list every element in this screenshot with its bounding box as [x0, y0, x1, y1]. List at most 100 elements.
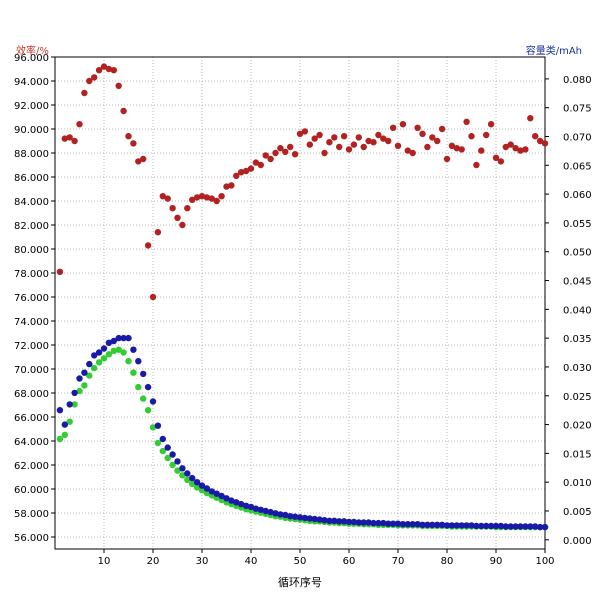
right-tick-label: 0.080 [563, 75, 592, 86]
data-point [189, 196, 196, 203]
data-point [487, 522, 495, 530]
data-point [340, 133, 348, 140]
data-point [385, 137, 392, 145]
data-point [56, 407, 64, 414]
data-point [169, 451, 176, 458]
data-point [189, 480, 196, 488]
data-point [536, 523, 544, 531]
data-point [502, 523, 509, 530]
data-point [507, 141, 514, 148]
data-point [125, 133, 132, 140]
data-point [536, 137, 544, 145]
data-point [174, 214, 181, 221]
right-axis-ticks: 0.000 0.005 0.010 0.015 0.020 0.025 0.030 0.035… [545, 75, 592, 547]
data-point [135, 383, 142, 391]
data-point [267, 155, 274, 163]
data-point [115, 82, 122, 90]
data-point [331, 517, 338, 524]
x-tick-label: 70 [392, 556, 405, 567]
data-point [512, 523, 519, 530]
data-point [311, 135, 318, 142]
data-point [91, 74, 98, 81]
data-point [105, 351, 113, 358]
data-point [252, 159, 260, 166]
left-tick-label: 62.000 [14, 461, 49, 472]
right-tick-label: 0.035 [563, 334, 592, 345]
data-point [247, 503, 255, 511]
data-point [355, 519, 362, 526]
data-point [448, 522, 456, 529]
data-point [130, 346, 137, 353]
data-point [336, 143, 343, 151]
data-point [409, 521, 416, 528]
x-tick-label: 20 [147, 556, 160, 567]
data-point [257, 506, 264, 513]
data-point [375, 519, 382, 527]
data-point [203, 194, 211, 201]
data-point [86, 372, 93, 379]
data-point [76, 121, 83, 128]
data-point [468, 133, 475, 140]
left-tick-label: 56.000 [14, 533, 49, 544]
data-point [81, 89, 88, 97]
x-tick-label: 100 [535, 556, 554, 567]
left-tick-label: 60.000 [14, 485, 49, 496]
data-point [140, 155, 147, 163]
data-point [66, 134, 73, 141]
data-point [203, 485, 211, 492]
x-tick-label: 40 [245, 556, 258, 567]
data-point [541, 140, 549, 147]
right-tick-label: 0.070 [563, 133, 592, 144]
data-point [350, 518, 358, 526]
data-point [507, 523, 514, 530]
data-point [61, 431, 68, 439]
data-point [130, 140, 137, 147]
data-point [228, 497, 235, 504]
data-point [169, 205, 176, 212]
data-point [424, 143, 431, 151]
data-point [326, 139, 333, 146]
data-point [345, 146, 353, 153]
data-point [365, 519, 372, 526]
data-point [468, 522, 475, 529]
data-point [409, 149, 416, 157]
data-point [100, 63, 108, 70]
right-tick-label: 0.040 [563, 305, 592, 316]
right-tick-label: 0.055 [563, 219, 592, 230]
data-point [174, 458, 181, 465]
data-point [110, 347, 118, 354]
data-point [448, 142, 456, 149]
data-point [424, 521, 431, 528]
data-point [517, 147, 524, 154]
data-point [370, 139, 377, 146]
data-point [316, 131, 323, 139]
left-tick-label: 88.000 [14, 149, 49, 160]
data-point [149, 293, 157, 301]
data-point [213, 197, 220, 205]
data-point [71, 401, 78, 408]
data-point [56, 268, 64, 275]
data-point [316, 516, 323, 523]
data-point [360, 143, 367, 151]
data-point [115, 346, 122, 353]
data-point [517, 523, 524, 530]
data-point [144, 242, 152, 249]
data-point [66, 401, 73, 408]
data-point [71, 389, 78, 397]
data-point [404, 147, 411, 154]
data-point [169, 461, 176, 469]
left-tick-label: 86.000 [14, 173, 49, 184]
right-tick-label: 0.005 [563, 507, 592, 518]
data-point [345, 518, 353, 526]
data-point [95, 349, 103, 356]
data-point [497, 158, 505, 165]
left-tick-label: 96.000 [14, 53, 49, 64]
data-point [267, 508, 274, 516]
data-point [429, 134, 436, 141]
data-point [306, 515, 313, 522]
data-point [179, 465, 186, 472]
data-point [198, 482, 206, 489]
data-point [321, 517, 328, 524]
data-point [135, 158, 142, 165]
